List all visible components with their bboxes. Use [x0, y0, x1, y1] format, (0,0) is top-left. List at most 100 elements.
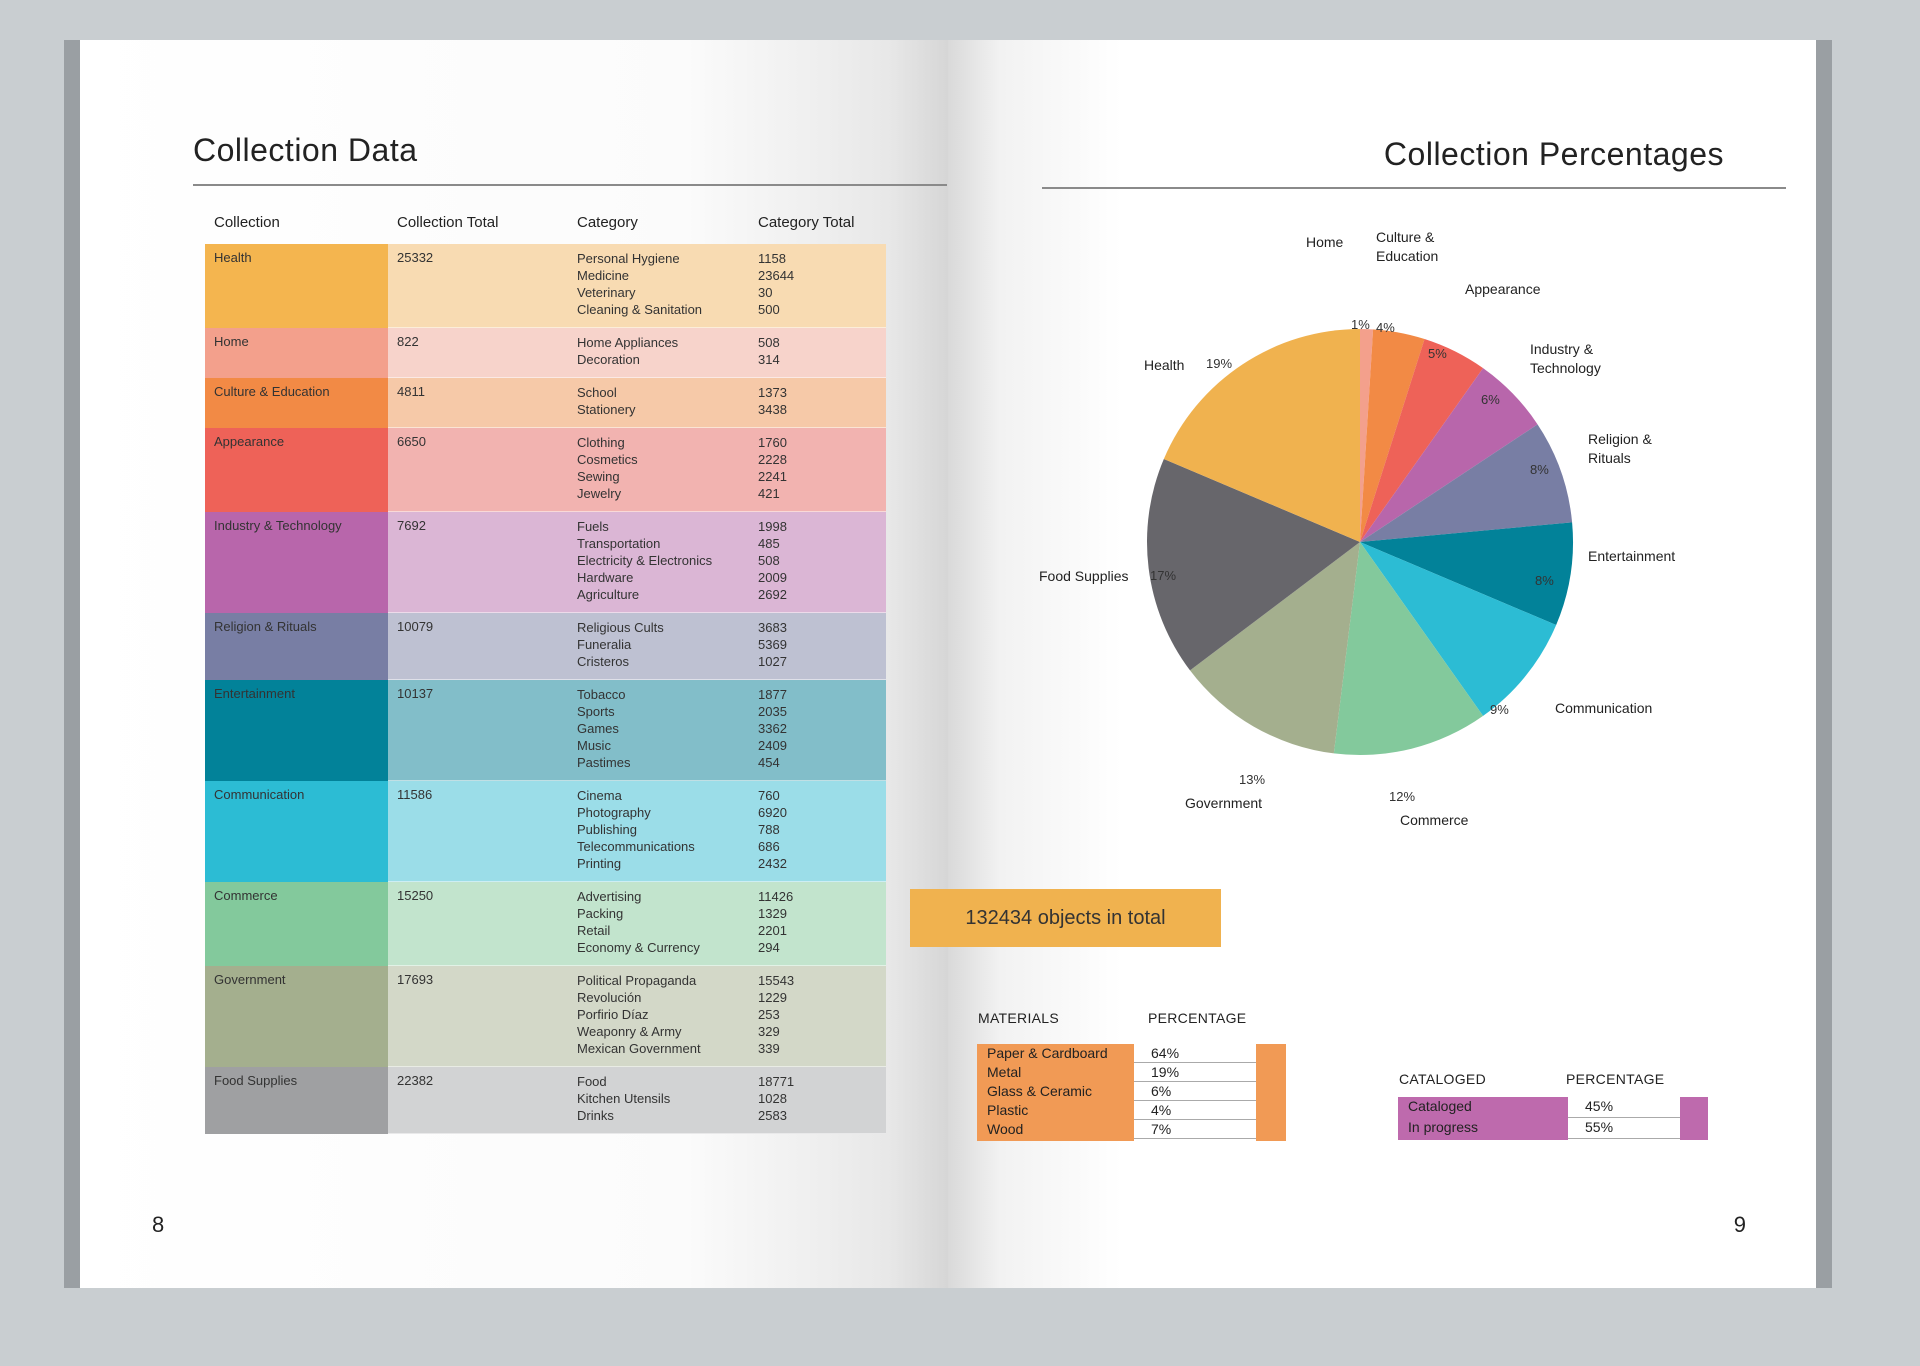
category-total: 2241	[758, 469, 787, 484]
book-edge-left	[64, 40, 80, 1288]
pct-government: 13%	[1239, 772, 1266, 787]
row-divider	[388, 377, 886, 378]
item-percentage: 4%	[1151, 1102, 1172, 1118]
pct-cell: 7%	[1134, 1120, 1256, 1139]
category-total: 1760	[758, 435, 787, 450]
pie-slice-home	[1360, 329, 1374, 542]
category-total: 1028	[758, 1091, 787, 1106]
book-edge-right	[1816, 40, 1832, 1288]
header-category-total: Category Total	[758, 214, 855, 231]
category-name: Decoration	[577, 352, 640, 367]
label-religion-rituals: Religion & Rituals	[1588, 431, 1652, 466]
category-name: Agriculture	[577, 587, 640, 602]
category-name: Medicine	[577, 268, 630, 283]
pct-cell: 55%	[1568, 1118, 1680, 1139]
category-name: Publishing	[577, 822, 637, 837]
list-item: Plastic 4%	[977, 1101, 1286, 1120]
collection-total: 10079	[397, 619, 434, 634]
category-total: 1027	[758, 654, 787, 669]
category-name: Cinema	[577, 788, 622, 803]
row-divider	[388, 679, 886, 680]
cataloged-pct-header: PERCENTAGE	[1566, 1071, 1665, 1087]
table-row: Government 17693 Political Propaganda Revol…	[205, 966, 886, 1067]
category-total: 2228	[758, 452, 787, 467]
category-total-list: 15543 1229 253 329 339	[758, 972, 794, 1057]
category-name: Food	[577, 1074, 607, 1089]
pie-slice-entertainment	[1360, 522, 1573, 626]
pie-slice-health	[1163, 329, 1360, 542]
category-total: 314	[758, 352, 780, 367]
item-name: Cataloged	[1408, 1098, 1472, 1114]
materials-pct-header: PERCENTAGE	[1148, 1010, 1247, 1026]
collection-cell: Government	[205, 966, 388, 1067]
category-cell: 15250 Advertising Packing Retail Economy & C…	[388, 882, 886, 966]
category-total: 2035	[758, 704, 787, 719]
row-divider	[388, 612, 886, 613]
category-name: Cosmetics	[577, 452, 638, 467]
cataloged-header: CATALOGED	[1399, 1071, 1486, 1087]
collection-total: 22382	[397, 1073, 434, 1088]
item-name: Metal	[987, 1064, 1022, 1080]
category-total-list: 11426 1329 2201 294	[758, 888, 793, 956]
category-total-list: 18771 1028 2583	[758, 1073, 794, 1124]
category-name: Sports	[577, 704, 615, 719]
category-total-list: 1998 485 508 2009 2692	[758, 518, 787, 603]
category-total: 253	[758, 1007, 780, 1022]
row-divider	[388, 965, 886, 966]
pie-slice-commerce	[1333, 542, 1484, 756]
category-total: 1158	[758, 251, 786, 266]
collection-total: 10137	[397, 686, 434, 701]
left-page: Collection Data Collection Collection To…	[80, 40, 948, 1288]
collection-cell: Communication	[205, 781, 388, 882]
category-total: 15543	[758, 973, 795, 988]
title-rule	[193, 184, 947, 186]
category-cell: 822 Home Appliances Decoration 508 314	[388, 328, 886, 378]
pie-slice-culture-education	[1360, 329, 1425, 542]
collection-cell: Entertainment	[205, 680, 388, 781]
label-culture-education: Culture & Education	[1376, 229, 1439, 264]
category-list: Cinema Photography Publishing Telecommunica…	[577, 787, 695, 872]
category-name: Tobacco	[577, 687, 626, 702]
category-total: 2583	[758, 1108, 787, 1123]
category-name: Pastimes	[577, 755, 631, 770]
pct-industry-technology: 6%	[1481, 392, 1500, 407]
category-total: 454	[758, 755, 780, 770]
category-total: 1877	[758, 687, 787, 702]
materials-header: MATERIALS	[978, 1010, 1060, 1026]
category-name: Political Propaganda	[577, 973, 697, 988]
category-list: Personal Hygiene Medicine Veterinary Cleani…	[577, 250, 702, 318]
category-total: 6920	[758, 805, 787, 820]
category-total: 1229	[758, 990, 787, 1005]
item-percentage: 64%	[1151, 1045, 1180, 1061]
item-name: Paper & Cardboard	[987, 1045, 1108, 1061]
cataloged-table: Cataloged 45% In progress 55%	[1398, 1097, 1708, 1140]
item-name: Glass & Ceramic	[987, 1083, 1093, 1099]
category-total: 294	[758, 940, 780, 955]
category-name: Clothing	[577, 435, 625, 450]
category-name: Fuels	[577, 519, 609, 534]
category-list: Advertising Packing Retail Economy & Curren…	[577, 888, 700, 956]
category-name: Drinks	[577, 1108, 614, 1123]
category-total: 2432	[758, 856, 787, 871]
pie-slice-government	[1190, 542, 1360, 754]
label-entertainment: Entertainment	[1588, 548, 1676, 564]
category-total: 760	[758, 788, 780, 803]
category-name: Music	[577, 738, 611, 753]
label-communication: Communication	[1555, 700, 1653, 716]
list-item: In progress 55%	[1398, 1118, 1708, 1139]
item-percentage: 19%	[1151, 1064, 1180, 1080]
collection-total: 7692	[397, 518, 426, 533]
pct-cell: 19%	[1134, 1063, 1256, 1082]
category-name: Transportation	[577, 536, 661, 551]
table-row: Religion & Rituals 10079 Religious Cults Fu…	[205, 613, 886, 680]
list-item: Metal 19%	[977, 1063, 1286, 1082]
category-name: Printing	[577, 856, 622, 871]
category-name: Sewing	[577, 469, 620, 484]
label-health: Health	[1144, 357, 1185, 373]
table-row: Commerce 15250 Advertising Packing Retail Eco…	[205, 882, 886, 966]
collection-name: Culture & Education	[214, 384, 330, 399]
category-name: Stationery	[577, 402, 636, 417]
collection-table: Health 25332 Personal Hygiene Medicine Veter…	[205, 244, 886, 1134]
item-name: In progress	[1408, 1119, 1479, 1135]
collection-name: Entertainment	[214, 686, 295, 701]
